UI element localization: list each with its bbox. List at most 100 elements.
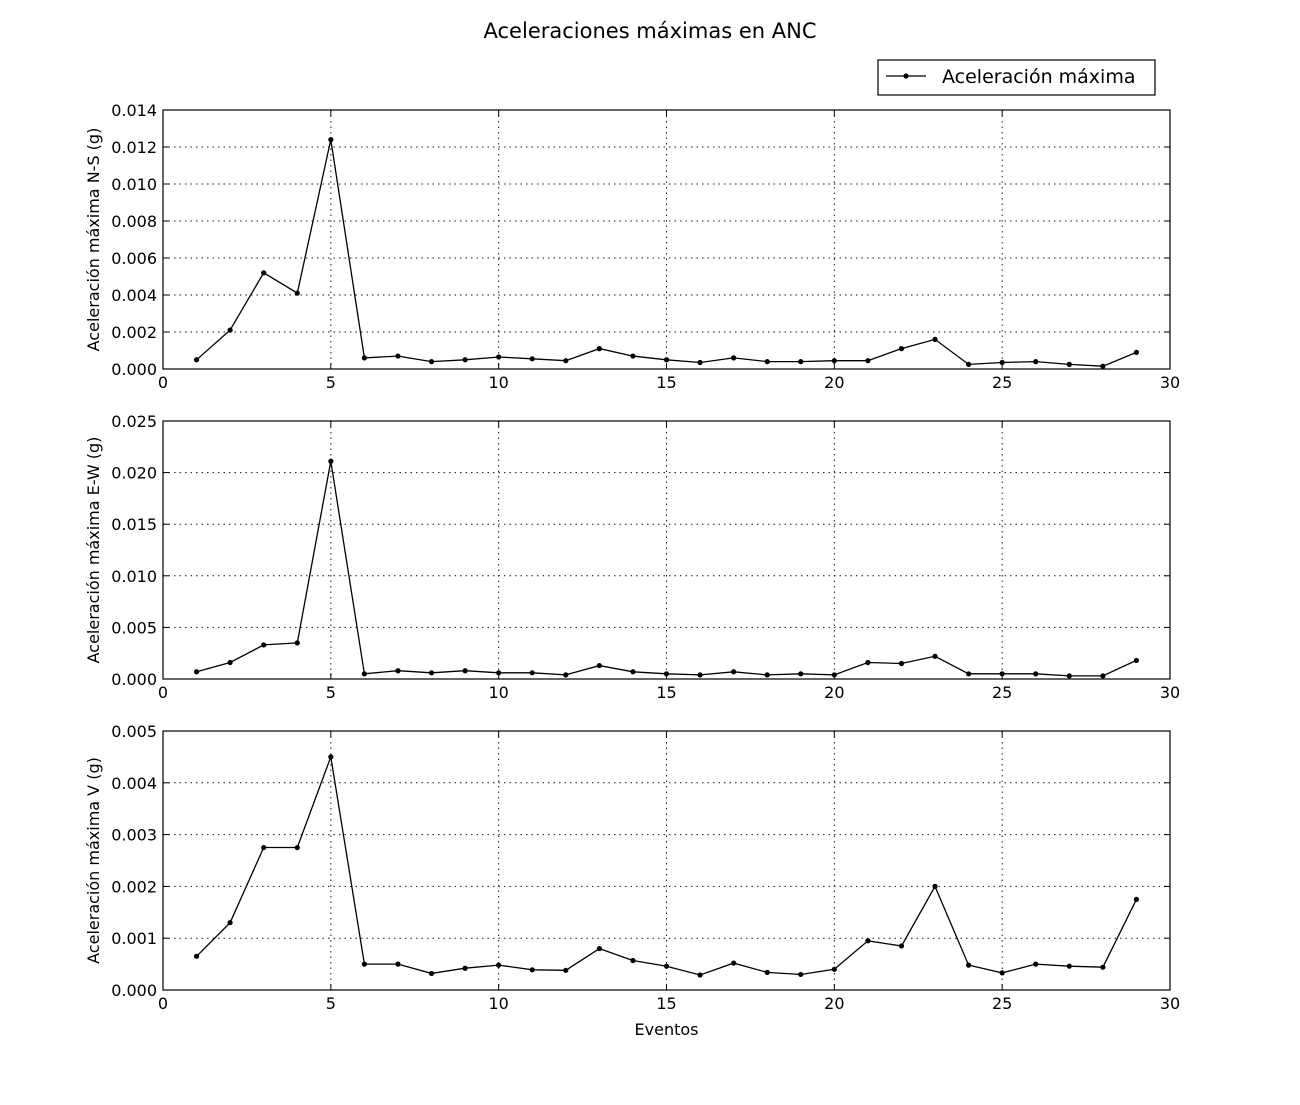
data-point bbox=[294, 290, 300, 296]
data-point bbox=[496, 354, 502, 360]
x-tick-label: 30 bbox=[1160, 683, 1180, 702]
x-tick-label: 10 bbox=[488, 994, 508, 1013]
data-point bbox=[731, 669, 737, 675]
data-point bbox=[1033, 671, 1039, 677]
plot-frame bbox=[162, 730, 1171, 991]
data-point bbox=[966, 361, 972, 367]
data-point bbox=[831, 358, 837, 364]
data-point bbox=[529, 967, 535, 973]
x-axis-label: Eventos bbox=[635, 1020, 699, 1039]
data-point bbox=[261, 270, 267, 276]
data-point bbox=[462, 965, 468, 971]
data-point bbox=[798, 671, 804, 677]
x-tick-label: 25 bbox=[992, 994, 1012, 1013]
x-tick-label: 25 bbox=[992, 373, 1012, 392]
data-point bbox=[328, 458, 334, 464]
data-point bbox=[328, 754, 334, 760]
data-point bbox=[596, 346, 602, 352]
data-point bbox=[663, 671, 670, 677]
data-point bbox=[596, 662, 602, 669]
y-tick-label: 0.002 bbox=[111, 877, 157, 896]
y-tick-label: 0.020 bbox=[111, 464, 157, 483]
data-point bbox=[865, 938, 871, 944]
y-tick-label: 0.010 bbox=[111, 567, 157, 586]
plot-frame bbox=[162, 109, 1171, 370]
data-point bbox=[361, 355, 367, 361]
data-point bbox=[831, 966, 837, 972]
y-tick-label: 0.005 bbox=[111, 722, 157, 741]
data-point bbox=[932, 653, 938, 659]
data-point bbox=[731, 355, 737, 361]
data-point bbox=[361, 961, 367, 967]
data-point bbox=[361, 671, 367, 677]
y-tick-label: 0.010 bbox=[111, 175, 157, 194]
data-point bbox=[1066, 673, 1072, 679]
data-point bbox=[999, 970, 1005, 976]
legend-label: Aceleración máxima bbox=[942, 66, 1135, 88]
data-point bbox=[898, 943, 905, 949]
data-point bbox=[1100, 673, 1106, 679]
x-tick-label: 15 bbox=[656, 683, 676, 702]
plot-frame bbox=[162, 420, 1171, 680]
y-tick-label: 0.025 bbox=[111, 412, 157, 431]
chart-title: Aceleraciones máximas en ANC bbox=[484, 19, 817, 43]
data-point bbox=[596, 945, 602, 952]
data-point bbox=[1133, 349, 1140, 355]
data-point bbox=[395, 353, 401, 359]
data-point bbox=[428, 670, 435, 676]
x-tick-label: 20 bbox=[824, 683, 844, 702]
x-tick-label: 5 bbox=[326, 373, 336, 392]
y-tick-label: 0.000 bbox=[111, 360, 157, 379]
data-point bbox=[261, 642, 267, 648]
subplot-3: 0 5 10 15 20 25 30 0.000 0.001 0.002 0.003 0.004 0.0… bbox=[84, 722, 1180, 1039]
data-point bbox=[999, 671, 1005, 677]
data-point bbox=[898, 660, 905, 667]
data-point bbox=[428, 970, 435, 977]
subplots: 0 5 10 15 20 25 30 0.000 0.002 0.004 0.006 0.008 0.0… bbox=[84, 101, 1180, 1039]
data-point bbox=[496, 670, 502, 676]
y-tick-label: 0.003 bbox=[111, 826, 157, 845]
y-tick-label: 0.004 bbox=[111, 774, 157, 793]
data-point bbox=[898, 346, 905, 352]
data-point bbox=[697, 972, 703, 978]
y-tick-label: 0.008 bbox=[111, 212, 157, 231]
data-point bbox=[966, 962, 972, 968]
legend: Aceleración máxima bbox=[877, 59, 1156, 96]
data-point bbox=[764, 359, 770, 365]
data-point bbox=[227, 327, 233, 333]
x-tick-label: 15 bbox=[656, 994, 676, 1013]
data-point bbox=[294, 844, 300, 851]
data-point bbox=[630, 669, 636, 675]
data-point bbox=[697, 359, 703, 366]
data-point bbox=[663, 357, 670, 363]
x-tick-label: 0 bbox=[158, 683, 168, 702]
data-point bbox=[1066, 361, 1072, 367]
y-tick-label: 0.004 bbox=[111, 286, 157, 305]
data-point bbox=[999, 359, 1005, 366]
data-point bbox=[563, 672, 569, 678]
x-tick-label: 30 bbox=[1160, 373, 1180, 392]
x-tick-label: 0 bbox=[158, 373, 168, 392]
x-tick-label: 10 bbox=[488, 373, 508, 392]
subplot-2: 0 5 10 15 20 25 30 0.000 0.005 0.010 0.015 0.020 0.0… bbox=[84, 412, 1180, 702]
data-point bbox=[1100, 363, 1106, 369]
data-point bbox=[395, 961, 401, 967]
x-tick-label: 15 bbox=[656, 373, 676, 392]
data-point bbox=[932, 336, 938, 342]
y-tick-label: 0.000 bbox=[111, 981, 157, 1000]
data-point bbox=[462, 668, 468, 674]
y-tick-label: 0.012 bbox=[111, 138, 157, 157]
data-point bbox=[193, 357, 200, 363]
x-tick-label: 5 bbox=[326, 994, 336, 1013]
data-point bbox=[193, 669, 200, 675]
data-point bbox=[932, 883, 938, 890]
data-point bbox=[865, 358, 871, 364]
y-tick-label: 0.002 bbox=[111, 323, 157, 342]
data-point bbox=[1133, 657, 1140, 664]
data-point bbox=[294, 640, 300, 646]
data-point bbox=[462, 357, 468, 363]
data-point bbox=[428, 359, 435, 365]
x-tick-label: 10 bbox=[488, 683, 508, 702]
data-point bbox=[966, 671, 972, 677]
x-tick-label: 25 bbox=[992, 683, 1012, 702]
